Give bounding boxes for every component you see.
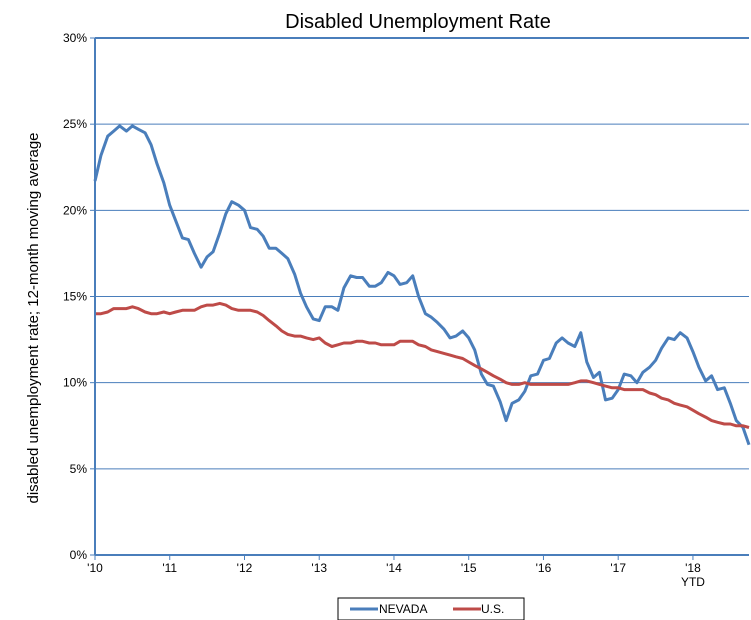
x-tick-label: '15: [461, 561, 477, 575]
chart-title: Disabled Unemployment Rate: [285, 11, 551, 33]
legend: NEVADA U.S.: [337, 597, 525, 620]
series-lines: [93, 124, 751, 446]
y-tick-label: 5%: [70, 462, 88, 476]
x-tick-label: '16: [536, 561, 552, 575]
x-tick-label: '11: [162, 561, 177, 575]
x-tick-label: '17: [610, 561, 626, 575]
x-tick-label: '12: [237, 561, 253, 575]
y-tick-label: 15%: [63, 290, 87, 304]
y-tick-label: 20%: [63, 203, 87, 217]
x-tick-label: '13: [311, 561, 327, 575]
plot-frame: [94, 37, 749, 556]
y-axis-label: disabled unemployment rate; 12-month mov…: [25, 132, 42, 503]
x-tick-sublabel: YTD: [681, 575, 705, 589]
series-line-us: [95, 301, 750, 429]
y-tick-labels: 0% 5% 10% 15% 20% 25% 30%: [63, 31, 95, 562]
y-tick-label: 0%: [70, 548, 88, 562]
x-tick-label: '10: [87, 561, 103, 575]
legend-label-us: U.S.: [481, 602, 504, 616]
series-line-nevada: [93, 124, 751, 446]
y-tick-label: 25%: [63, 117, 87, 131]
x-tick-label: '18: [685, 561, 701, 575]
legend-box: [337, 597, 525, 620]
y-tick-label: 10%: [63, 376, 87, 390]
legend-label-nevada: NEVADA: [379, 602, 427, 616]
y-tick-label: 30%: [63, 31, 87, 45]
x-tick-label: '14: [386, 561, 402, 575]
